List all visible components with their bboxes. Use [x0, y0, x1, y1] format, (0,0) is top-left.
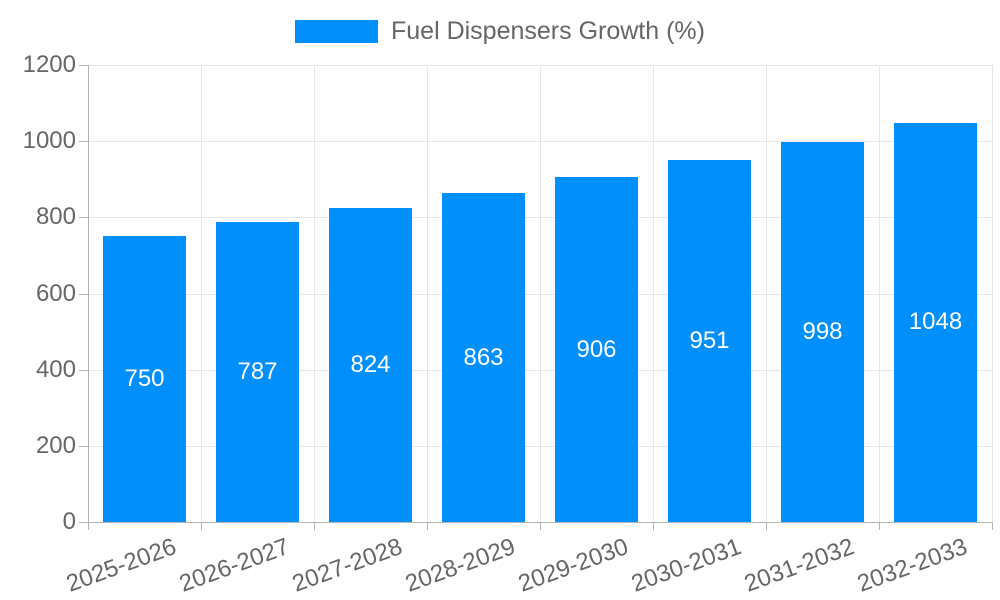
bar[interactable]: 750 [103, 236, 186, 522]
y-axis-tick [79, 446, 88, 447]
x-axis-tick [427, 522, 428, 530]
x-axis-tick [879, 522, 880, 530]
y-axis-tick [79, 522, 88, 523]
x-gridline [314, 65, 315, 522]
legend-label: Fuel Dispensers Growth (%) [391, 17, 705, 45]
bar-value-label: 1048 [908, 308, 963, 336]
x-gridline [992, 65, 993, 522]
y-axis-label: 200 [35, 432, 76, 459]
x-axis-line [88, 522, 992, 523]
bar-value-label: 951 [689, 326, 730, 354]
bar-value-label: 863 [463, 343, 504, 371]
x-axis-tick [653, 522, 654, 530]
bar[interactable]: 951 [668, 159, 751, 522]
y-axis-tick [79, 217, 88, 218]
x-gridline [201, 65, 202, 522]
bar-value-label: 824 [350, 351, 391, 379]
y-axis-tick [79, 65, 88, 66]
x-gridline [653, 65, 654, 522]
x-gridline [427, 65, 428, 522]
x-gridline [540, 65, 541, 522]
x-axis-tick [314, 522, 315, 530]
bar-value-label: 906 [576, 335, 617, 363]
x-axis-tick [201, 522, 202, 530]
x-gridline [766, 65, 767, 522]
x-axis-tick [540, 522, 541, 530]
x-axis-tick [88, 522, 89, 530]
x-gridline [879, 65, 880, 522]
y-axis-line [88, 65, 89, 522]
y-axis-label: 0 [62, 508, 76, 535]
y-axis-label: 1000 [22, 127, 76, 154]
bar[interactable]: 998 [781, 141, 864, 522]
x-axis-tick [992, 522, 993, 530]
bar-value-label: 787 [237, 358, 278, 386]
bar-value-label: 750 [124, 365, 165, 393]
x-axis-tick [766, 522, 767, 530]
bar[interactable]: 1048 [894, 122, 977, 522]
bar-value-label: 998 [802, 317, 843, 345]
bar[interactable]: 787 [216, 222, 299, 522]
y-axis-label: 400 [35, 356, 76, 383]
y-axis-label: 800 [35, 203, 76, 230]
bar[interactable]: 824 [329, 208, 412, 522]
y-axis-tick [79, 141, 88, 142]
legend[interactable]: Fuel Dispensers Growth (%) [0, 18, 1000, 45]
y-axis-tick [79, 294, 88, 295]
y-axis-label: 600 [35, 280, 76, 307]
bar[interactable]: 863 [442, 193, 525, 522]
legend-swatch [295, 20, 378, 43]
y-axis-tick [79, 370, 88, 371]
bar[interactable]: 906 [555, 177, 638, 522]
y-axis-label: 1200 [22, 51, 76, 78]
